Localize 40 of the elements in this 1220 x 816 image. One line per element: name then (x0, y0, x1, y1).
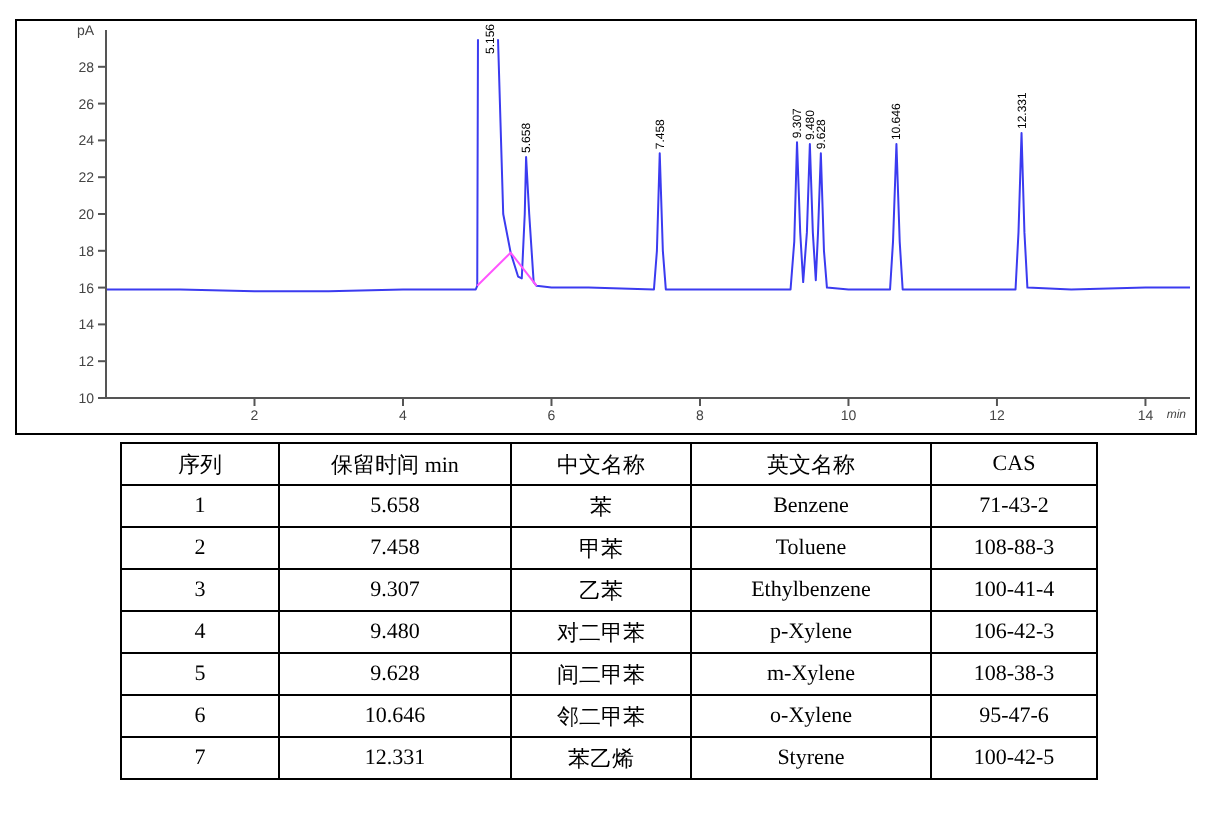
text: o-Xylene (691, 695, 931, 737)
text: CAS (931, 443, 1097, 485)
text: 5.658 (279, 485, 511, 527)
text: 间二甲苯 (511, 653, 691, 695)
text: 100-42-5 (931, 737, 1097, 779)
text: 苯 (511, 485, 691, 527)
text: 108-88-3 (931, 527, 1097, 569)
text: 1 (121, 485, 279, 527)
text: 3 (121, 569, 279, 611)
text: 2 (121, 527, 279, 569)
text: 保留时间 min (279, 443, 511, 485)
text: 7 (121, 737, 279, 779)
text: p-Xylene (691, 611, 931, 653)
text: 苯乙烯 (511, 737, 691, 779)
text: Toluene (691, 527, 931, 569)
text: 7.458 (279, 527, 511, 569)
text: 71-43-2 (931, 485, 1097, 527)
text: 邻二甲苯 (511, 695, 691, 737)
text: 9.307 (279, 569, 511, 611)
text: 序列 (121, 443, 279, 485)
text: Ethylbenzene (691, 569, 931, 611)
text: 对二甲苯 (511, 611, 691, 653)
text: 英文名称 (691, 443, 931, 485)
text: 95-47-6 (931, 695, 1097, 737)
text: 6 (121, 695, 279, 737)
text: 9.480 (279, 611, 511, 653)
text: 5 (121, 653, 279, 695)
text: 9.628 (279, 653, 511, 695)
text: m-Xylene (691, 653, 931, 695)
text: 108-38-3 (931, 653, 1097, 695)
text: 乙苯 (511, 569, 691, 611)
text: 106-42-3 (931, 611, 1097, 653)
text: 中文名称 (511, 443, 691, 485)
text: Styrene (691, 737, 931, 779)
text: 100-41-4 (931, 569, 1097, 611)
text: 4 (121, 611, 279, 653)
text: 10.646 (279, 695, 511, 737)
text: 12.331 (279, 737, 511, 779)
text: 甲苯 (511, 527, 691, 569)
text: Benzene (691, 485, 931, 527)
